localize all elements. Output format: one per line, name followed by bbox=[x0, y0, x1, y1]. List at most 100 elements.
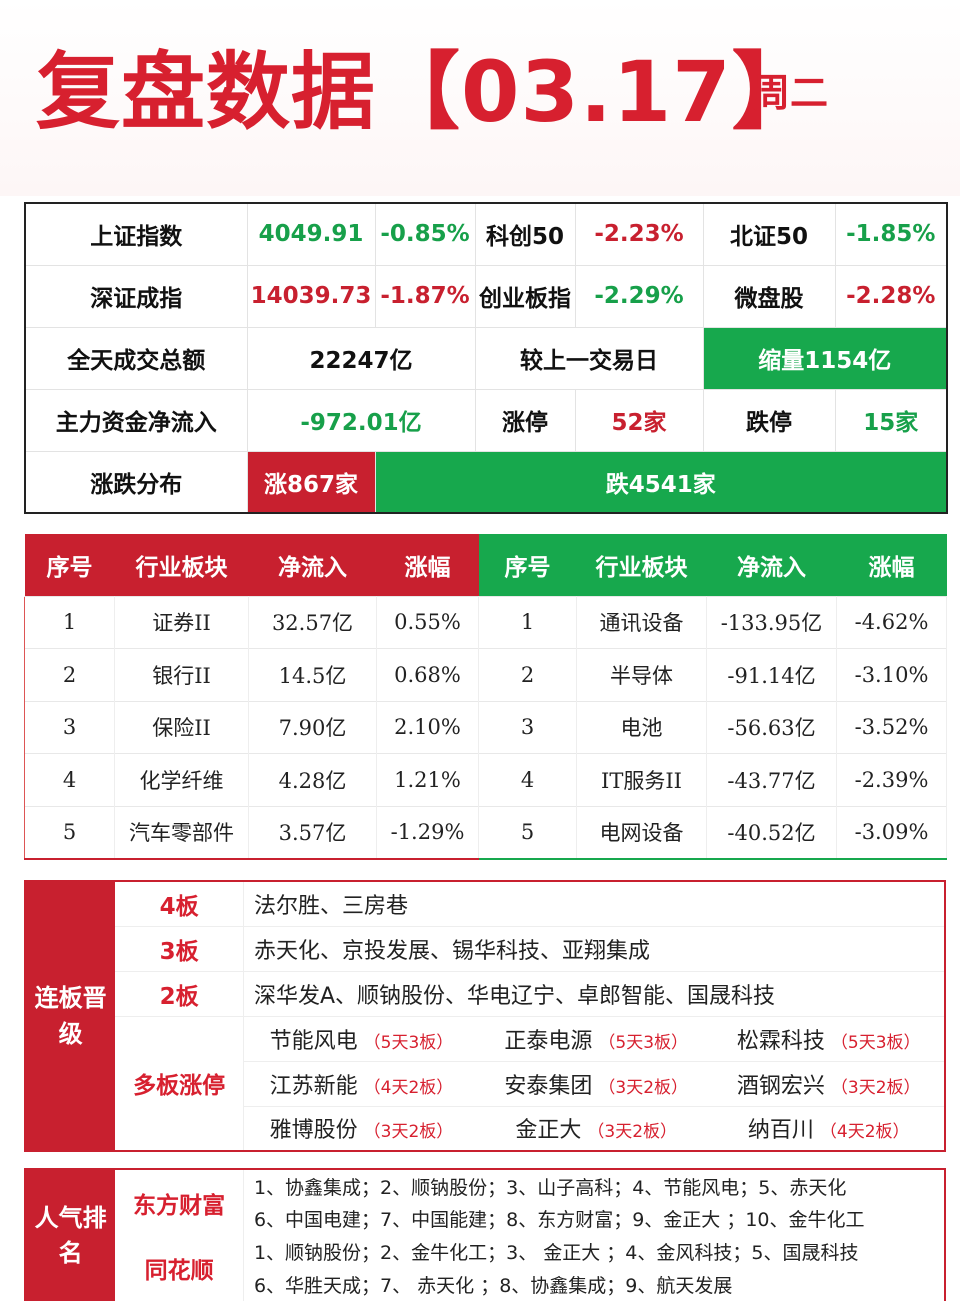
index-value: 4049.91 bbox=[246, 202, 376, 266]
source-label: 同花顺 bbox=[115, 1235, 244, 1301]
weekday-label: 周二 bbox=[752, 71, 829, 115]
rank-number: 4 bbox=[478, 753, 577, 806]
rank-number: 2 bbox=[478, 648, 577, 701]
change-pct: 0.55% bbox=[376, 595, 479, 649]
board-level: 3板 bbox=[115, 926, 244, 972]
table-row: 上证指数 4049.91 -0.85% 科创50 -2.23% 北证50 -1.… bbox=[24, 202, 948, 266]
table-row: 6、中国电建；7、中国能建；8、东方财富；9、金正大 ；10、金牛化工 bbox=[25, 1202, 945, 1235]
change-pct: -2.39% bbox=[836, 753, 947, 806]
rank-number: 3 bbox=[24, 700, 115, 754]
index-change: -2.23% bbox=[574, 202, 704, 266]
table-row: 2板 深华发A、顺钠股份、华电辽宁、卓郎智能、国晟科技 bbox=[25, 971, 945, 1017]
distribution-label: 涨跌分布 bbox=[24, 450, 248, 514]
table-row: 涨跌分布 涨867家 跌4541家 bbox=[24, 450, 948, 514]
column-header: 序号 bbox=[478, 534, 577, 596]
stock-name: 安泰集团 bbox=[504, 1073, 593, 1099]
page-title: 复盘数据【03.17】 bbox=[36, 43, 817, 141]
net-flow: 32.57亿 bbox=[248, 595, 377, 649]
index-change: -2.29% bbox=[574, 264, 704, 328]
rank-number: 2 bbox=[24, 648, 115, 701]
streak-tag: （4天2板） bbox=[363, 1077, 454, 1098]
ranking-line: 6、中国电建；7、中国能建；8、东方财富；9、金正大 ；10、金牛化工 bbox=[253, 1209, 865, 1231]
table-row: 4 化学纤维 4.28亿 1.21% 4 IT服务II -43.77亿 -2.3… bbox=[24, 753, 947, 806]
decliners-bar: 跌4541家 bbox=[374, 450, 948, 514]
index-name: 科创50 bbox=[474, 202, 576, 266]
column-header: 涨幅 bbox=[376, 534, 479, 596]
index-name: 上证指数 bbox=[24, 202, 248, 266]
rank-number: 1 bbox=[24, 595, 115, 649]
index-change: -2.28% bbox=[834, 264, 948, 328]
advancers-bar: 涨867家 bbox=[246, 450, 376, 514]
popularity-ranking: 人气排名 东方财富 1、协鑫集成；2、顺钠股份；3、山子高科；4、节能风电；5、… bbox=[24, 1168, 946, 1301]
rank-number: 1 bbox=[478, 595, 577, 649]
change-pct: 2.10% bbox=[376, 700, 479, 754]
net-flow: 7.90亿 bbox=[248, 700, 377, 754]
column-header: 行业板块 bbox=[114, 534, 249, 596]
source-label: 东方财富 bbox=[115, 1169, 244, 1235]
section-label: 连板晋级 bbox=[25, 881, 116, 1151]
sector-name: 通讯设备 bbox=[576, 595, 707, 649]
streak-tag: （3天2板） bbox=[587, 1122, 678, 1143]
index-change: -0.85% bbox=[374, 202, 476, 266]
change-pct: 1.21% bbox=[376, 753, 479, 806]
sector-name: 化学纤维 bbox=[114, 753, 249, 806]
table-row: 雅博股份 （3天2板） 金正大 （3天2板） 纳百川 （4天2板） bbox=[25, 1106, 945, 1152]
stock-cell: 江苏新能 （4天2板） bbox=[243, 1061, 479, 1107]
table-header-row: 序号 行业板块 净流入 涨幅 序号 行业板块 净流入 涨幅 bbox=[24, 534, 947, 596]
limit-up-label: 涨停 bbox=[474, 388, 576, 452]
rank-number: 4 bbox=[24, 753, 115, 806]
index-change: -1.85% bbox=[834, 202, 948, 266]
ranking-line: 6、华胜天成；7、 赤天化 ；8、协鑫集成；9、航天发展 bbox=[253, 1275, 733, 1297]
table-row: 江苏新能 （4天2板） 安泰集团 （3天2板） 酒钢宏兴 （3天2板） bbox=[25, 1061, 945, 1107]
turnover-value: 22247亿 bbox=[246, 326, 476, 390]
change-pct: -4.62% bbox=[836, 595, 947, 649]
table-row: 6、华胜天成；7、 赤天化 ；8、协鑫集成；9、航天发展 bbox=[25, 1268, 945, 1301]
market-summary-table: 上证指数 4049.91 -0.85% 科创50 -2.23% 北证50 -1.… bbox=[24, 202, 948, 514]
stock-name: 纳百川 bbox=[747, 1118, 814, 1144]
net-flow: 14.5亿 bbox=[248, 648, 377, 701]
stock-cell: 节能风电 （5天3板） bbox=[243, 1016, 479, 1062]
index-name: 微盘股 bbox=[702, 264, 836, 328]
limit-up-board: 连板晋级 4板 法尔胜、三房巷 3板 赤天化、京投发展、锡华科技、亚翔集成 2板… bbox=[24, 880, 946, 1152]
streak-tag: （5天3板） bbox=[830, 1032, 921, 1053]
board-level: 2板 bbox=[115, 971, 244, 1017]
net-inflow-label: 主力资金净流入 bbox=[24, 388, 248, 452]
stock-name: 酒钢宏兴 bbox=[736, 1073, 825, 1099]
turnover-label: 全天成交总额 bbox=[24, 326, 248, 390]
sector-name: 电池 bbox=[576, 700, 707, 754]
sector-name: 半导体 bbox=[576, 648, 707, 701]
streak-tag: （4天2板） bbox=[819, 1122, 910, 1143]
table-row: 5 汽车零部件 3.57亿 -1.29% 5 电网设备 -40.52亿 -3.0… bbox=[24, 805, 947, 860]
streak-tag: （3天2板） bbox=[363, 1122, 454, 1143]
stock-name: 雅博股份 bbox=[269, 1118, 358, 1144]
volume-change-badge: 缩量1154亿 bbox=[702, 326, 948, 390]
table-row: 1 证券II 32.57亿 0.55% 1 通讯设备 -133.95亿 -4.6… bbox=[24, 595, 947, 649]
table-row: 多板涨停 节能风电 （5天3板） 正泰电源 （5天3板） 松霖科技 （5天3板） bbox=[25, 1016, 945, 1152]
stock-cell: 正泰电源 （5天3板） bbox=[478, 1016, 714, 1062]
net-flow: -40.52亿 bbox=[706, 805, 837, 860]
sector-name: 银行II bbox=[114, 648, 249, 701]
streak-tag: （3天2板） bbox=[830, 1077, 921, 1098]
table-row: 人气排名 东方财富 1、协鑫集成；2、顺钠股份；3、山子高科；4、节能风电；5、… bbox=[25, 1169, 945, 1301]
compare-label: 较上一交易日 bbox=[474, 326, 704, 390]
stock-list: 深华发A、顺钠股份、华电辽宁、卓郎智能、国晟科技 bbox=[243, 971, 945, 1017]
rank-number: 5 bbox=[478, 805, 577, 860]
change-pct: 0.68% bbox=[376, 648, 479, 701]
index-name: 北证50 bbox=[702, 202, 836, 266]
table-row: 3板 赤天化、京投发展、锡华科技、亚翔集成 bbox=[25, 926, 945, 972]
board-level: 多板涨停 bbox=[115, 1016, 244, 1152]
limit-down-label: 跌停 bbox=[702, 388, 836, 452]
table-row: 3 保险II 7.90亿 2.10% 3 电池 -56.63亿 -3.52% bbox=[24, 700, 947, 754]
rank-number: 3 bbox=[478, 700, 577, 754]
header-banner: 复盘数据【03.17】 周二 bbox=[0, 0, 960, 196]
column-header: 序号 bbox=[24, 534, 115, 596]
column-header: 行业板块 bbox=[576, 534, 707, 596]
column-header: 净流入 bbox=[248, 534, 377, 596]
table-row: 主力资金净流入 -972.01亿 涨停 52家 跌停 15家 bbox=[24, 388, 948, 452]
stock-cell: 纳百川 （4天2板） bbox=[713, 1106, 945, 1152]
limit-up-count: 52家 bbox=[574, 388, 704, 452]
streak-tag: （5天3板） bbox=[598, 1032, 689, 1053]
streak-tag: （3天2板） bbox=[598, 1077, 689, 1098]
stock-name: 江苏新能 bbox=[269, 1073, 358, 1099]
net-flow: -133.95亿 bbox=[706, 595, 837, 649]
